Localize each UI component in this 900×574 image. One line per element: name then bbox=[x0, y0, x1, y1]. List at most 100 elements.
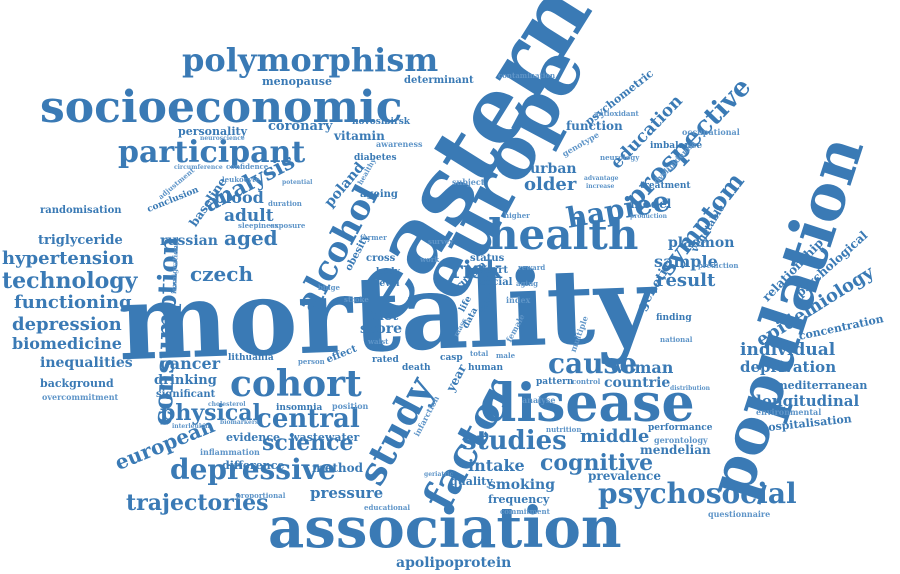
word-cause: cause bbox=[548, 347, 638, 380]
word-drinking: drinking bbox=[154, 373, 217, 388]
word-circumference: circumference bbox=[174, 164, 223, 171]
word-novosibirsk: novosibirsk bbox=[352, 117, 411, 127]
word-immigration: immigration bbox=[169, 244, 180, 295]
word-inequalities: inequalities bbox=[40, 355, 133, 371]
word-biomarkers: biomarkers bbox=[220, 419, 259, 426]
word-social: social bbox=[480, 277, 513, 288]
word-body: body bbox=[376, 267, 400, 277]
word-aging: aging bbox=[516, 279, 539, 288]
word-science: science bbox=[262, 430, 354, 456]
word-human: human bbox=[468, 363, 503, 373]
word-overcommitment: overcommitment bbox=[42, 392, 119, 402]
word-wastewater: wastewater bbox=[290, 431, 360, 444]
word-method: method bbox=[312, 461, 363, 475]
word-czech: czech bbox=[190, 262, 253, 286]
word-interleukin: interleukin bbox=[172, 423, 210, 430]
word-health: health bbox=[488, 210, 639, 259]
word-increase: increase bbox=[586, 183, 615, 190]
word-total: total bbox=[470, 349, 489, 358]
word-binge: binge bbox=[318, 283, 340, 292]
word-reward: reward bbox=[518, 263, 546, 272]
word-older: older bbox=[524, 174, 577, 195]
word-educational: educational bbox=[364, 503, 411, 512]
word-longitudinal: longitudinal bbox=[756, 392, 860, 410]
word-heart: heart bbox=[478, 265, 508, 276]
word-awareness: awareness bbox=[376, 139, 423, 149]
word-evidence: evidence bbox=[226, 431, 280, 444]
word-association: association bbox=[268, 495, 622, 561]
word-prevalence: prevalence bbox=[588, 469, 661, 483]
word-duration: duration bbox=[268, 199, 302, 208]
word-socioeconomic: socioeconomic bbox=[40, 82, 403, 133]
word-analyse: analyse bbox=[522, 395, 556, 405]
word-advantage: advantage bbox=[584, 175, 619, 182]
word-apolipoprotein: apolipoprotein bbox=[396, 555, 512, 571]
word-difference: difference bbox=[222, 459, 285, 472]
word-mendelian: mendelian bbox=[640, 443, 711, 457]
word-background: background bbox=[40, 377, 114, 390]
word-russian: russian bbox=[160, 233, 218, 249]
word-confidence: confidence bbox=[226, 162, 269, 171]
word-finding: finding bbox=[656, 313, 692, 323]
word-subject: subject bbox=[452, 177, 485, 187]
word-personality: personality bbox=[178, 125, 247, 138]
word-pressure: pressure bbox=[310, 484, 384, 502]
word-countrie: countrie bbox=[604, 375, 671, 391]
word-casp: casp bbox=[440, 353, 463, 363]
word-farmer: farmer bbox=[360, 233, 387, 242]
word-work: work bbox=[420, 255, 440, 264]
word-menopause: menopause bbox=[262, 75, 332, 88]
word-biomedicine: biomedicine bbox=[12, 334, 122, 353]
word-cholesterol: cholesterol bbox=[208, 401, 246, 408]
word-woman: woman bbox=[610, 358, 674, 377]
word-blood: blood bbox=[214, 188, 264, 207]
word-significant: significant bbox=[156, 389, 216, 400]
word-survey: survey bbox=[428, 237, 454, 246]
word-occupational: occupational bbox=[682, 127, 740, 137]
word-insomnia: insomnia bbox=[276, 403, 323, 413]
word-male: male bbox=[496, 351, 516, 360]
word-frequency: frequency bbox=[488, 493, 550, 506]
word-functioning: functioning bbox=[14, 292, 132, 313]
word-position: position bbox=[332, 401, 369, 411]
word-mediterranean: mediterranean bbox=[776, 379, 868, 392]
word-determinant: determinant bbox=[404, 75, 474, 86]
word-prediction: prediction bbox=[698, 261, 739, 270]
word-diabetes: diabetes bbox=[354, 153, 397, 163]
word-disease: disease bbox=[480, 373, 695, 434]
word-hypertension: hypertension bbox=[2, 248, 134, 269]
word-waist: waist bbox=[368, 337, 389, 346]
word-stroke: stroke bbox=[344, 295, 369, 304]
word-participant: participant bbox=[118, 135, 306, 170]
word-exposure: exposure bbox=[270, 221, 306, 230]
word-level: level bbox=[376, 279, 400, 289]
word-treatment: treatment bbox=[640, 181, 691, 191]
word-middle: middle bbox=[580, 426, 650, 447]
word-triglyceride: triglyceride bbox=[38, 233, 123, 248]
word-neurology: neurology bbox=[600, 153, 640, 162]
word-nutrition: nutrition bbox=[546, 425, 582, 434]
word-randomisation: randomisation bbox=[40, 205, 122, 216]
word-neuroscience: neuroscience bbox=[200, 135, 245, 142]
word-risk: risk bbox=[450, 255, 502, 284]
word-ageing: ageing bbox=[360, 189, 398, 200]
word-questionnaire: questionnaire bbox=[708, 509, 771, 519]
word-death: death bbox=[402, 363, 431, 373]
word-leukocyte: leukocyte bbox=[222, 175, 260, 184]
word-central: central bbox=[256, 404, 360, 434]
word-score: score bbox=[360, 321, 403, 337]
word-rated: rated bbox=[372, 355, 399, 365]
word-plasmon: plasmon bbox=[668, 235, 735, 251]
word-inflammation: inflammation bbox=[200, 447, 260, 457]
word-geriatric: geriatric bbox=[424, 471, 454, 478]
word-antioxidant: antioxidant bbox=[594, 109, 639, 118]
word-person: person bbox=[298, 357, 325, 366]
word-studies: studies bbox=[462, 426, 567, 456]
word-national: national bbox=[660, 335, 693, 344]
word-urban: urban bbox=[530, 161, 577, 177]
word-coronary: coronary bbox=[268, 119, 333, 134]
word-commitment: commitment bbox=[500, 507, 550, 516]
word-technology: technology bbox=[2, 268, 138, 294]
word-gerontology: gerontology bbox=[654, 435, 708, 445]
